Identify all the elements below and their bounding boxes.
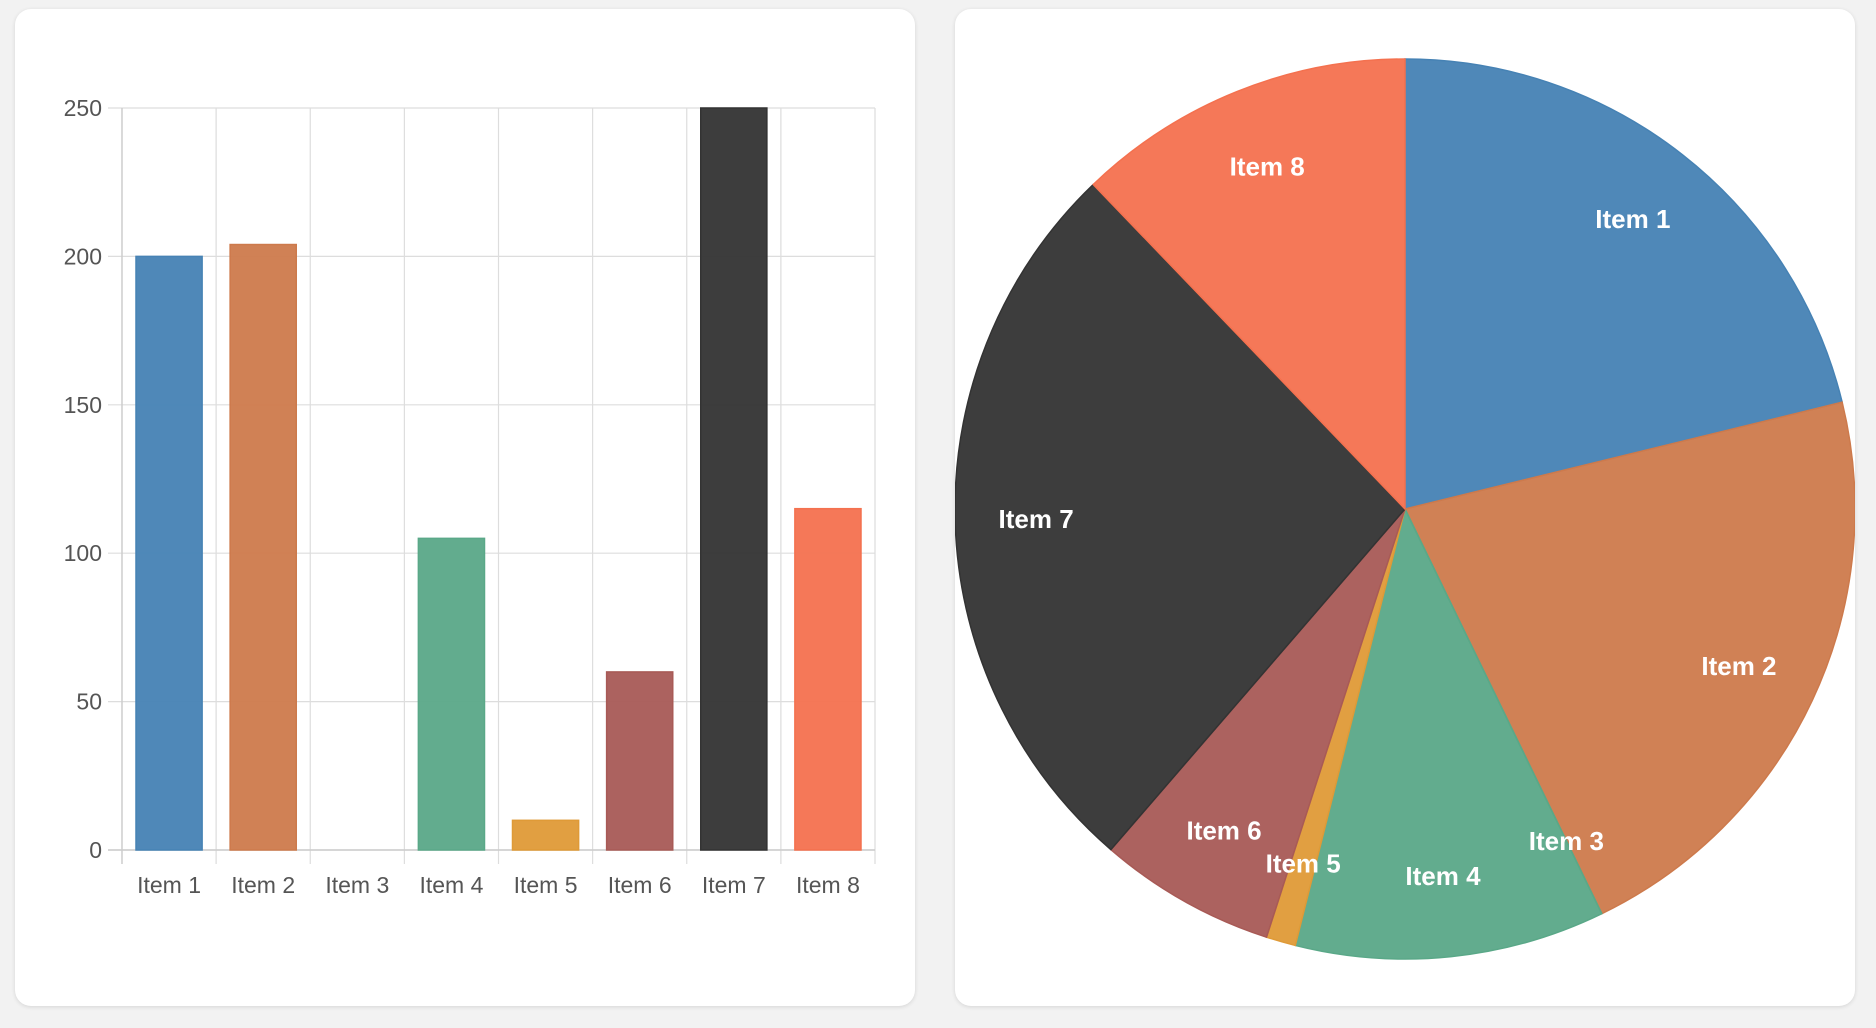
y-tick-label: 0 bbox=[89, 837, 102, 863]
pie-label-item-2: Item 2 bbox=[1701, 651, 1776, 681]
x-tick-label: Item 3 bbox=[325, 872, 389, 898]
x-tick-label: Item 4 bbox=[419, 872, 483, 898]
bar-item-4[interactable] bbox=[417, 537, 486, 851]
y-tick-label: 50 bbox=[76, 689, 102, 715]
x-tick-label: Item 2 bbox=[231, 872, 295, 898]
bar-item-7[interactable] bbox=[700, 107, 768, 851]
pie-label-item-8: Item 8 bbox=[1230, 152, 1305, 182]
pie-slice-item-2[interactable] bbox=[1403, 401, 1855, 915]
y-tick-label: 150 bbox=[64, 392, 102, 418]
x-tick-label: Item 1 bbox=[137, 872, 201, 898]
pie-label-item-1: Item 1 bbox=[1595, 204, 1670, 234]
bar-item-8[interactable] bbox=[794, 507, 862, 851]
bar-chart: 0 50 100 150 200 250 Item 1 Item 2 Item 3 Item 4 I… bbox=[64, 95, 876, 898]
pie-label-item-7: Item 7 bbox=[999, 504, 1074, 534]
pie-label-item-4: Item 4 bbox=[1405, 861, 1481, 891]
bar-item-6[interactable] bbox=[605, 671, 674, 851]
x-tick-label: Item 5 bbox=[514, 872, 578, 898]
pie-slice-item-1[interactable] bbox=[1404, 58, 1844, 510]
bar-chart-card: 0 50 100 150 200 250 Item 1 Item 2 Item 3 Item 4 I… bbox=[15, 9, 915, 1006]
pie-label-item-6: Item 6 bbox=[1186, 816, 1261, 846]
pie-chart-card: Item 1 Item 2 Item 3 Item 4 Item 5 Item 6 Item… bbox=[955, 9, 1855, 1006]
bar-item-5[interactable] bbox=[511, 819, 580, 851]
x-tick-label: Item 7 bbox=[702, 872, 766, 898]
pie-slice-item-6[interactable] bbox=[1109, 508, 1406, 939]
y-tick-label: 100 bbox=[64, 540, 102, 566]
bar-item-1[interactable] bbox=[135, 255, 203, 851]
x-tick-label: Item 6 bbox=[608, 872, 672, 898]
pie-label-item-5: Item 5 bbox=[1266, 849, 1341, 879]
pie-label-item-3: Item 3 bbox=[1529, 826, 1604, 856]
y-tick-label: 250 bbox=[64, 95, 102, 121]
x-tick-label: Item 8 bbox=[796, 872, 860, 898]
bar-item-2[interactable] bbox=[229, 243, 297, 851]
pie-slice-item-8[interactable] bbox=[1092, 58, 1406, 511]
pie-slice-item-7[interactable] bbox=[955, 183, 1407, 851]
y-tick-label: 200 bbox=[64, 243, 102, 269]
pie-slice-item-4[interactable] bbox=[1294, 506, 1603, 960]
